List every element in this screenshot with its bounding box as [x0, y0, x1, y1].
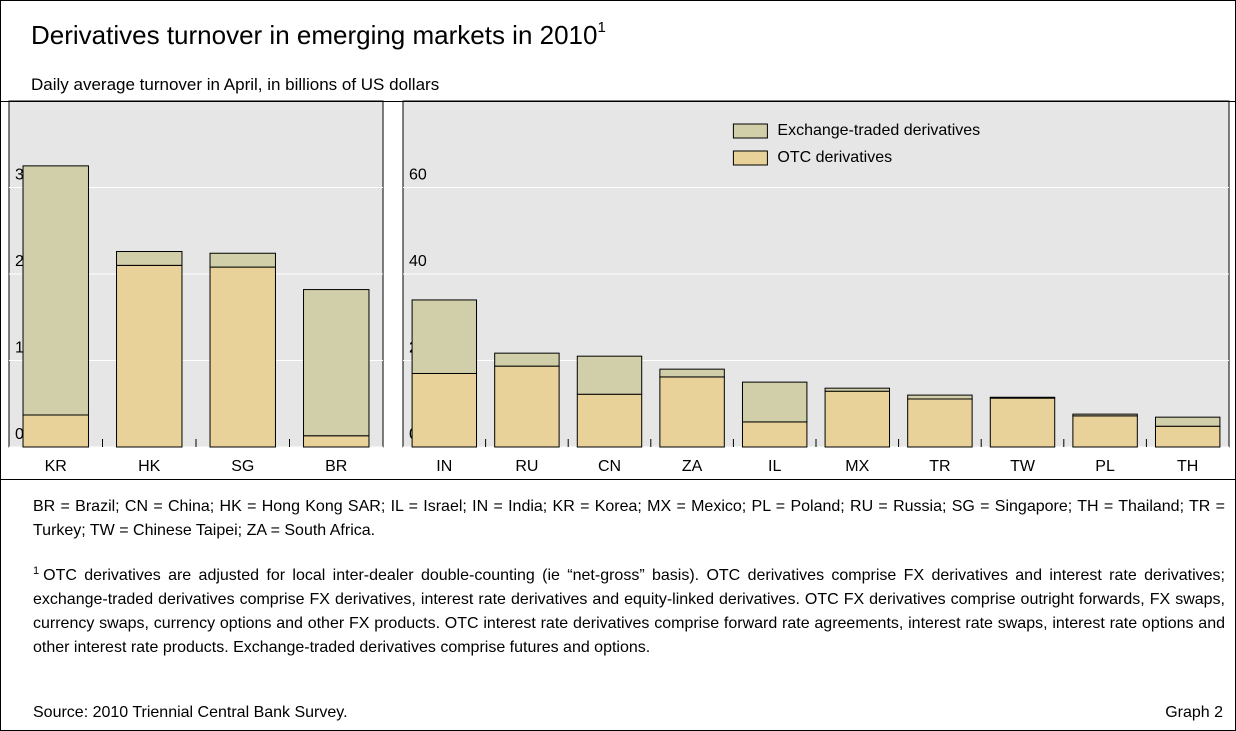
x-tick-label: TR — [929, 458, 950, 475]
bar-segment — [1154, 425, 1221, 448]
x-tick-label: KR — [45, 458, 67, 475]
bar-segment — [411, 372, 478, 448]
x-tick-label: PL — [1095, 458, 1115, 475]
bar-segment — [494, 365, 560, 448]
bar-segment — [303, 435, 370, 448]
x-tick-label: SG — [231, 458, 254, 475]
bar-segment — [824, 390, 891, 448]
y-tick-label: 0 — [15, 426, 24, 443]
legend-swatch — [732, 150, 768, 166]
legend-swatch — [732, 123, 768, 139]
y-tick-label: 60 — [409, 167, 427, 184]
legend-label: Exchange-traded derivatives — [777, 122, 980, 139]
bar-segment — [116, 251, 183, 266]
abbreviations: BR = Brazil; CN = China; HK = Hong Kong … — [33, 498, 1225, 539]
title-block: Derivatives turnover in emerging markets… — [31, 19, 606, 51]
footnote-text: OTC derivatives are adjusted for local i… — [33, 567, 1225, 656]
x-tick-label: BR — [325, 458, 347, 475]
bar-segment — [494, 352, 560, 367]
x-tick-label: IL — [768, 458, 781, 475]
bar-segment — [989, 397, 1056, 448]
x-tick-label: HK — [138, 458, 161, 475]
y-tick-label: 40 — [409, 253, 427, 270]
subtitle: Daily average turnover in April, in bill… — [31, 75, 440, 94]
bar-segment — [659, 368, 725, 378]
source: Source: 2010 Triennial Central Bank Surv… — [33, 704, 348, 721]
bar-segment — [907, 394, 973, 400]
divider — [1, 101, 1235, 102]
x-tick-label: CN — [598, 458, 621, 475]
bar-segment — [1072, 413, 1138, 417]
bar-segment — [22, 414, 89, 448]
bar-segment — [659, 376, 725, 448]
legend-label: OTC derivatives — [777, 149, 892, 166]
bar-segment — [741, 381, 808, 423]
bar-segment — [907, 398, 973, 448]
bar-segment — [411, 299, 478, 374]
title: Derivatives turnover in emerging markets… — [31, 20, 598, 50]
x-tick-label: TW — [1010, 458, 1036, 475]
bar-segment — [303, 289, 370, 437]
x-tick-label: IN — [436, 458, 452, 475]
bar-segment — [209, 266, 276, 448]
x-tick-label: TH — [1177, 458, 1198, 475]
bar-segment — [1154, 416, 1221, 427]
graph-label: Graph 2 — [1165, 704, 1223, 721]
divider — [1, 479, 1235, 480]
bar-segment — [22, 165, 89, 416]
bar-segment — [1072, 415, 1138, 448]
footnote-marker: 1 — [33, 565, 40, 577]
footnote: 1 OTC derivatives are adjusted for local … — [33, 559, 1225, 660]
x-tick-label: RU — [515, 458, 538, 475]
x-tick-label: ZA — [682, 458, 703, 475]
bar-segment — [576, 393, 643, 448]
bar-segment — [576, 355, 643, 395]
bar-segment — [824, 387, 891, 392]
bar-segment — [989, 396, 1056, 399]
bar-segment — [116, 264, 183, 448]
x-tick-label: MX — [845, 458, 869, 475]
bar-segment — [209, 252, 276, 268]
bar-segment — [741, 421, 808, 448]
title-footnote-marker: 1 — [597, 19, 606, 36]
